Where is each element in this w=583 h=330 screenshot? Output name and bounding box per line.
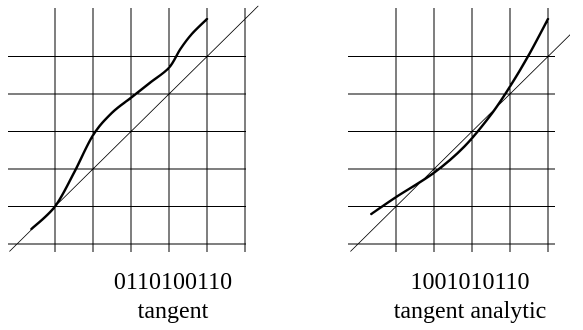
panel-right-graph [348, 8, 570, 252]
panel-left-graph [8, 5, 259, 252]
curve-right [370, 17, 550, 216]
panel-right-label: tangent analytic [393, 298, 547, 324]
panel-right-code: 1001010110 [410, 269, 530, 295]
curve-left [30, 17, 209, 231]
panel-left-caption: 0110100110 tangent [68, 268, 278, 326]
panel-left-label: tangent [137, 298, 209, 324]
panel-right-caption: 1001010110 tangent analytic [365, 268, 575, 326]
panel-left-code: 0110100110 [113, 269, 233, 295]
diagonal-line [350, 34, 570, 252]
